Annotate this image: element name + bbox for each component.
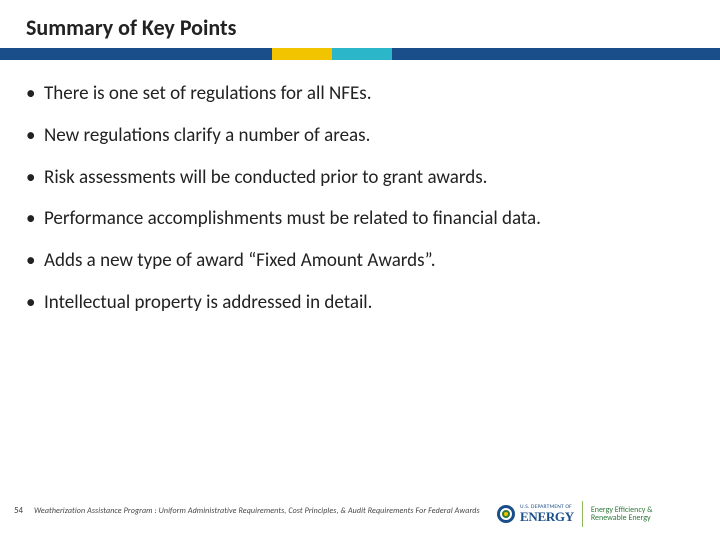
slide-title: Summary of Key Points [26,14,720,41]
accent-segment-cyan [332,48,392,60]
bullet-text: There is one set of regulations for all … [44,82,372,106]
bullet-text: Risk assessments will be conducted prior… [44,166,487,190]
bullet-icon: • [26,207,44,231]
bullet-icon: • [26,166,44,190]
eere-line2: Renewable Energy [591,514,653,522]
eere-logo: Energy Efficiency & Renewable Energy [591,506,653,523]
doe-logo: U.S. DEPARTMENT OF ENERGY [496,504,574,524]
list-item: •Risk assessments will be conducted prio… [26,166,694,190]
list-item: •New regulations clarify a number of are… [26,124,694,148]
bullet-text: New regulations clarify a number of area… [44,124,370,148]
bullet-text: Adds a new type of award “Fixed Amount A… [44,249,436,273]
bullet-text: Performance accomplishments must be rela… [44,207,541,231]
title-area: Summary of Key Points [0,0,720,41]
footer: 54 Weatherization Assistance Program : U… [0,494,720,540]
bullet-icon: • [26,291,44,315]
doe-seal-icon [496,504,516,524]
content-area: •There is one set of regulations for all… [26,82,694,333]
slide: Summary of Key Points •There is one set … [0,0,720,540]
doe-energy-label: ENERGY [520,510,574,523]
accent-segment-yellow [272,48,332,60]
bullet-text: Intellectual property is addressed in de… [44,291,372,315]
bullet-icon: • [26,124,44,148]
bullet-icon: • [26,249,44,273]
doe-text: U.S. DEPARTMENT OF ENERGY [520,505,574,524]
logo-divider [582,501,583,527]
page-number: 54 [14,505,23,516]
list-item: •Adds a new type of award “Fixed Amount … [26,249,694,273]
program-line: Weatherization Assistance Program : Unif… [34,506,480,516]
bullet-icon: • [26,82,44,106]
list-item: •There is one set of regulations for all… [26,82,694,106]
logo-block: U.S. DEPARTMENT OF ENERGY Energy Efficie… [496,498,706,530]
accent-bar [0,48,720,60]
list-item: •Performance accomplishments must be rel… [26,207,694,231]
bullet-list: •There is one set of regulations for all… [26,82,694,315]
list-item: •Intellectual property is addressed in d… [26,291,694,315]
